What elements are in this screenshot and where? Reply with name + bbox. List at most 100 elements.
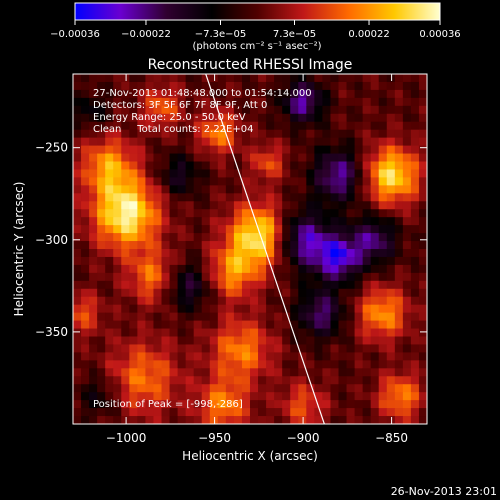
heatmap-cell bbox=[418, 185, 427, 194]
heatmap-cell bbox=[330, 328, 339, 337]
heatmap-cell bbox=[338, 288, 347, 298]
heatmap-cell bbox=[362, 225, 372, 234]
heatmap-cell bbox=[258, 97, 267, 107]
heatmap-cell bbox=[394, 256, 404, 266]
heatmap-cell bbox=[346, 233, 355, 242]
heatmap-cell bbox=[225, 193, 235, 202]
heatmap-cell bbox=[402, 137, 412, 146]
heatmap-cell bbox=[73, 81, 82, 91]
heatmap-cell bbox=[233, 105, 243, 115]
heatmap-cell bbox=[73, 89, 82, 99]
heatmap-cell bbox=[89, 81, 98, 91]
heatmap-cell bbox=[209, 89, 219, 99]
heatmap-cell bbox=[314, 193, 323, 202]
heatmap-cell bbox=[89, 320, 98, 329]
heatmap-cell bbox=[346, 408, 355, 417]
heatmap-cell bbox=[97, 193, 106, 202]
heatmap-cell bbox=[97, 241, 106, 250]
heatmap-cell bbox=[169, 328, 178, 337]
heatmap-cell bbox=[201, 272, 211, 282]
heatmap-cell bbox=[73, 137, 82, 146]
heatmap-cell bbox=[177, 145, 187, 154]
heatmap-cell bbox=[209, 233, 219, 242]
heatmap-cell bbox=[394, 105, 404, 115]
heatmap-cell bbox=[258, 169, 267, 178]
heatmap-cell bbox=[225, 376, 235, 385]
heatmap-cell bbox=[177, 209, 187, 218]
heatmap-cell bbox=[185, 105, 195, 115]
heatmap-cell bbox=[354, 288, 364, 298]
heatmap-cell bbox=[330, 209, 339, 218]
heatmap-cell bbox=[354, 105, 364, 115]
heatmap-cell bbox=[177, 233, 187, 242]
heatmap-cell bbox=[346, 360, 355, 369]
heatmap-cell bbox=[225, 392, 235, 401]
heatmap-cell bbox=[370, 74, 380, 83]
heatmap-cell bbox=[177, 193, 187, 202]
heatmap-cell bbox=[386, 296, 396, 306]
heatmap-cell bbox=[209, 320, 219, 329]
heatmap-cell bbox=[370, 241, 380, 250]
heatmap-cell bbox=[282, 328, 291, 337]
heatmap-cell bbox=[370, 145, 380, 154]
colorbar-ticks: −0.00036 −0.00022 −7.3e−05 7.3e−05 0.00022 0.… bbox=[50, 20, 461, 40]
heatmap-cell bbox=[225, 400, 235, 409]
heatmap-cell bbox=[386, 113, 396, 123]
heatmap-cell bbox=[201, 97, 211, 107]
heatmap-cell bbox=[346, 344, 355, 353]
heatmap-cell bbox=[81, 233, 90, 242]
heatmap-cell bbox=[153, 225, 162, 234]
heatmap-cell bbox=[298, 312, 307, 321]
heatmap-cell bbox=[73, 384, 82, 393]
heatmap-cell bbox=[410, 272, 420, 282]
heatmap-cell bbox=[370, 256, 380, 266]
heatmap-cell bbox=[266, 344, 275, 353]
heatmap-cell bbox=[241, 137, 251, 146]
heatmap-cell bbox=[185, 113, 195, 123]
heatmap-cell bbox=[306, 320, 315, 329]
heatmap-cell bbox=[418, 74, 427, 83]
heatmap-cell bbox=[169, 376, 178, 385]
heatmap-cell bbox=[177, 169, 187, 178]
heatmap-cell bbox=[145, 264, 154, 274]
heatmap-cell bbox=[322, 105, 331, 115]
heatmap-cell bbox=[370, 249, 380, 258]
heatmap-cell bbox=[410, 185, 420, 194]
heatmap-cell bbox=[185, 376, 195, 385]
heatmap-cell bbox=[314, 384, 323, 393]
heatmap-cell bbox=[129, 153, 138, 162]
heatmap-cell bbox=[169, 416, 178, 424]
heatmap-cell bbox=[314, 264, 323, 274]
heatmap-cell bbox=[298, 288, 307, 298]
heatmap-cell bbox=[241, 320, 251, 329]
heatmap-cell bbox=[394, 185, 404, 194]
heatmap-cell bbox=[73, 225, 82, 234]
heatmap-cell bbox=[113, 74, 122, 83]
heatmap-cell bbox=[250, 89, 259, 99]
heatmap-cell bbox=[193, 233, 203, 242]
heatmap-cell bbox=[338, 225, 347, 234]
heatmap-cell bbox=[258, 217, 267, 226]
heatmap-cell bbox=[314, 400, 323, 409]
heatmap-cell bbox=[89, 105, 98, 115]
heatmap-cell bbox=[153, 344, 162, 353]
heatmap-cell bbox=[266, 360, 275, 369]
heatmap-cell bbox=[298, 105, 307, 115]
heatmap-cell bbox=[306, 288, 315, 298]
heatmap-cell bbox=[370, 225, 380, 234]
heatmap-cell bbox=[290, 161, 299, 170]
heatmap-cell bbox=[81, 129, 90, 139]
heatmap-cell bbox=[274, 312, 283, 321]
heatmap-cell bbox=[258, 320, 267, 329]
heatmap-cell bbox=[225, 129, 235, 139]
heatmap-cell bbox=[314, 209, 323, 218]
heatmap-cell bbox=[314, 256, 323, 266]
heatmap-cell bbox=[145, 81, 154, 91]
heatmap-cell bbox=[394, 113, 404, 123]
heatmap-cell bbox=[81, 81, 90, 91]
heatmap-cell bbox=[185, 137, 195, 146]
heatmap-cell bbox=[306, 312, 315, 321]
heatmap-cell bbox=[330, 352, 339, 361]
heatmap-cell bbox=[298, 264, 307, 274]
heatmap-cell bbox=[81, 177, 90, 186]
